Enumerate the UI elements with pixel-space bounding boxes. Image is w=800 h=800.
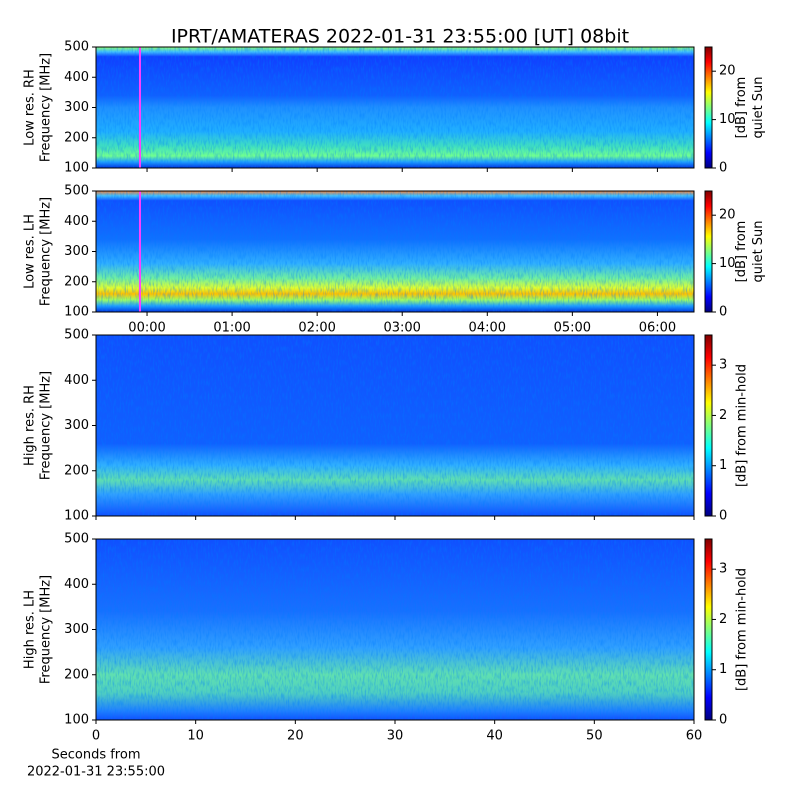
x-tick-label: 10 bbox=[187, 729, 204, 744]
x-tick-label: 04:00 bbox=[469, 321, 506, 336]
colorbar-tick-label: 3 bbox=[719, 562, 727, 577]
y-tick-label: 100 bbox=[64, 713, 89, 728]
y-tick-label: 200 bbox=[64, 274, 89, 289]
chart-title: IPRT/AMATERAS 2022-01-31 23:55:00 [UT] 0… bbox=[171, 26, 629, 48]
y-axis-label: Frequency [MHz] bbox=[39, 575, 54, 684]
y-axis-label: High res. LH bbox=[23, 590, 38, 669]
colorbar bbox=[704, 190, 713, 313]
colorbar-tick-label: 1 bbox=[719, 458, 727, 473]
colorbar-label: [dB] from bbox=[734, 221, 749, 283]
x-tick-label: 0 bbox=[92, 729, 100, 744]
colorbar bbox=[704, 538, 713, 721]
colorbar-tick-label: 10 bbox=[719, 256, 736, 271]
colorbar bbox=[704, 334, 713, 517]
colorbar-tick-label: 10 bbox=[719, 112, 736, 127]
x-tick-label: 00:00 bbox=[128, 321, 165, 336]
y-tick-label: 400 bbox=[64, 70, 89, 85]
x-tick-label: 05:00 bbox=[554, 321, 591, 336]
y-axis-label: Frequency [MHz] bbox=[39, 53, 54, 162]
y-tick-label: 200 bbox=[64, 463, 89, 478]
y-tick-label: 300 bbox=[64, 244, 89, 259]
y-tick-label: 300 bbox=[64, 100, 89, 115]
colorbar-tick-label: 0 bbox=[719, 713, 727, 728]
y-tick-label: 500 bbox=[64, 328, 89, 343]
y-tick-label: 200 bbox=[64, 130, 89, 145]
colorbar-tick-label: 0 bbox=[719, 509, 727, 524]
x-tick-label: 50 bbox=[586, 729, 603, 744]
colorbar-label: [dB] from min-hold bbox=[735, 364, 750, 487]
x-tick-label: 06:00 bbox=[639, 321, 676, 336]
y-tick-label: 200 bbox=[64, 667, 89, 682]
y-tick-label: 100 bbox=[64, 509, 89, 524]
y-tick-label: 100 bbox=[64, 305, 89, 320]
colorbar-tick-label: 1 bbox=[719, 662, 727, 677]
y-tick-label: 500 bbox=[64, 532, 89, 547]
colorbar-label: [dB] from min-hold bbox=[735, 568, 750, 691]
x-tick-label: 30 bbox=[387, 729, 404, 744]
x-tick-label: 03:00 bbox=[383, 321, 420, 336]
colorbar-tick-label: 0 bbox=[719, 305, 727, 320]
y-axis-label: High res. RH bbox=[23, 385, 38, 466]
colorbar-label: quiet Sun bbox=[751, 76, 766, 138]
colorbar-tick-label: 3 bbox=[719, 358, 727, 373]
y-axis-label: Frequency [MHz] bbox=[39, 197, 54, 306]
colorbar-label: quiet Sun bbox=[751, 220, 766, 282]
x-tick-label: 01:00 bbox=[213, 321, 250, 336]
spectrogram-texture bbox=[96, 335, 694, 516]
colorbar bbox=[704, 46, 713, 169]
x-tick-label: 20 bbox=[287, 729, 304, 744]
colorbar-label: [dB] from bbox=[734, 77, 749, 139]
y-tick-label: 500 bbox=[64, 184, 89, 199]
colorbar-tick-label: 20 bbox=[719, 208, 736, 223]
spectrogram-texture bbox=[96, 539, 694, 720]
colorbar-tick-label: 2 bbox=[719, 612, 727, 627]
y-tick-label: 400 bbox=[64, 577, 89, 592]
x-axis-label: 2022-01-31 23:55:00 bbox=[27, 765, 165, 780]
colorbar-tick-label: 20 bbox=[719, 64, 736, 79]
colorbar-tick-label: 2 bbox=[719, 408, 727, 423]
x-tick-label: 40 bbox=[486, 729, 503, 744]
y-tick-label: 100 bbox=[64, 161, 89, 176]
y-axis-label: Frequency [MHz] bbox=[39, 371, 54, 480]
x-axis-label: Seconds from bbox=[51, 748, 140, 763]
y-tick-label: 300 bbox=[64, 622, 89, 637]
spectrogram-texture bbox=[96, 47, 694, 168]
y-axis-label: Low res. LH bbox=[23, 214, 38, 289]
y-tick-label: 300 bbox=[64, 418, 89, 433]
y-tick-label: 500 bbox=[64, 40, 89, 55]
y-tick-label: 400 bbox=[64, 373, 89, 388]
x-tick-label: 02:00 bbox=[298, 321, 335, 336]
x-tick-label: 60 bbox=[686, 729, 703, 744]
spectrogram-texture bbox=[96, 191, 694, 312]
y-axis-label: Low res. RH bbox=[23, 69, 38, 146]
colorbar-tick-label: 0 bbox=[719, 161, 727, 176]
y-tick-label: 400 bbox=[64, 214, 89, 229]
